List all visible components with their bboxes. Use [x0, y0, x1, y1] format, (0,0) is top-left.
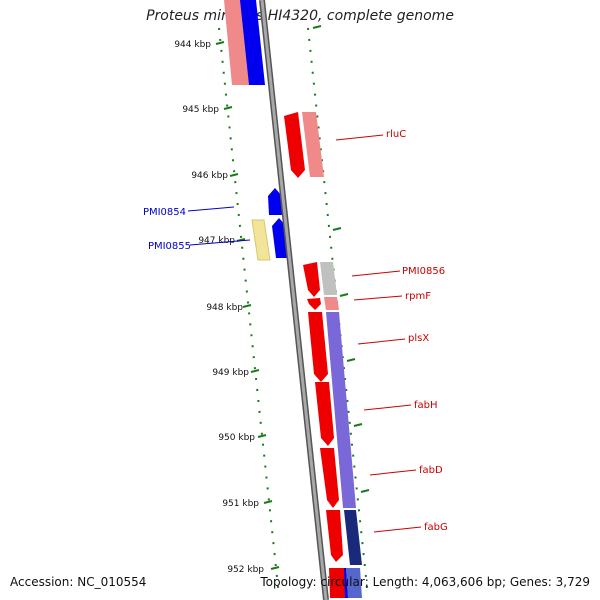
- kbp-label: 946 kbp: [191, 171, 228, 181]
- tick-mark: [360, 489, 370, 493]
- leader-line-pmi0854: [187, 206, 235, 212]
- tick-mark: [270, 566, 280, 570]
- label-leader-lines: [187, 134, 422, 533]
- tick-mark: [312, 25, 322, 29]
- gene-label-pmi0856[interactable]: PMI0856: [402, 266, 445, 277]
- tick-mark: [263, 500, 273, 504]
- gene-label-pmi0854[interactable]: PMI0854: [143, 207, 186, 218]
- kbp-tick-labels: 944 kbp 945 kbp 946 kbp 947 kbp 948 kbp …: [174, 40, 264, 575]
- tick-mark: [353, 423, 363, 427]
- leader-line-fabg: [373, 526, 422, 533]
- cog-blue-block[interactable]: [346, 568, 362, 598]
- cog-pink-block[interactable]: [324, 297, 339, 310]
- gene-label-rpmf[interactable]: rpmF: [405, 291, 431, 302]
- kbp-label: 950 kbp: [218, 433, 255, 443]
- gene-label-fabg[interactable]: fabG: [424, 522, 448, 533]
- gene-labels: rluC PMI0854 PMI0855 PMI0856 rpmF plsX f…: [143, 129, 448, 533]
- cog-yellow-block[interactable]: [251, 219, 271, 261]
- tick-mark: [229, 173, 239, 177]
- forward-gene-arrow-rluc[interactable]: [284, 112, 305, 178]
- cog-pink-block[interactable]: [302, 112, 324, 177]
- gene-label-rluc[interactable]: rluC: [386, 129, 406, 140]
- tick-mark: [339, 293, 349, 297]
- tick-mark: [215, 41, 225, 45]
- feature-ring-ticks: [215, 25, 370, 570]
- gene-label-fabh[interactable]: fabH: [414, 400, 438, 411]
- leader-line-fabd: [369, 469, 417, 476]
- cog-grey-block[interactable]: [320, 262, 337, 295]
- cog-navy-block[interactable]: [344, 510, 362, 565]
- leader-line-fabh: [363, 404, 412, 411]
- leader-line-pmi0855: [189, 239, 251, 246]
- forward-gene-arrow-plsx[interactable]: [308, 312, 328, 382]
- tick-mark: [242, 304, 252, 308]
- genome-backbone-highlight: [260, 0, 328, 600]
- leader-line-pmi0856: [351, 270, 401, 277]
- accession-text: Accession: NC_010554: [10, 575, 147, 589]
- forward-gene-arrow-fabd[interactable]: [320, 448, 339, 508]
- kbp-label: 948 kbp: [206, 303, 243, 313]
- tick-mark: [250, 369, 260, 373]
- tick-mark: [223, 106, 233, 110]
- tick-mark: [257, 434, 267, 438]
- reverse-gene-arrow[interactable]: [240, 0, 265, 85]
- gene-label-fabd[interactable]: fabD: [419, 465, 443, 476]
- map-title: Proteus mirabilis HI4320, complete genom…: [146, 8, 454, 24]
- forward-gene-arrow-rpmf[interactable]: [307, 298, 321, 310]
- kbp-label: 945 kbp: [182, 105, 219, 115]
- forward-strand-genes: [284, 112, 345, 598]
- forward-gene-arrow-pmi0856[interactable]: [303, 262, 320, 297]
- leader-line-rluc: [335, 134, 384, 141]
- gene-label-plsx[interactable]: plsX: [408, 333, 429, 344]
- forward-gene-arrow-fabh[interactable]: [315, 382, 334, 446]
- kbp-label: 952 kbp: [227, 565, 264, 575]
- kbp-label: 951 kbp: [222, 499, 259, 509]
- cog-purple-block[interactable]: [326, 312, 356, 508]
- tick-mark: [332, 227, 342, 231]
- leader-line-rpmf: [353, 295, 403, 301]
- forward-gene-arrow[interactable]: [329, 568, 345, 598]
- kbp-label: 949 kbp: [212, 368, 249, 378]
- leader-line-plsx: [357, 338, 406, 345]
- genome-summary-text: Topology: circular; Length: 4,063,606 bp…: [260, 575, 590, 589]
- cog-ring: [224, 0, 362, 598]
- kbp-label: 947 kbp: [198, 236, 235, 246]
- kbp-label: 944 kbp: [174, 40, 211, 50]
- gene-label-pmi0855[interactable]: PMI0855: [148, 241, 191, 252]
- reverse-gene-arrow-pmi0854[interactable]: [268, 188, 283, 215]
- forward-gene-arrow-fabg[interactable]: [326, 510, 343, 562]
- tick-mark: [346, 358, 356, 362]
